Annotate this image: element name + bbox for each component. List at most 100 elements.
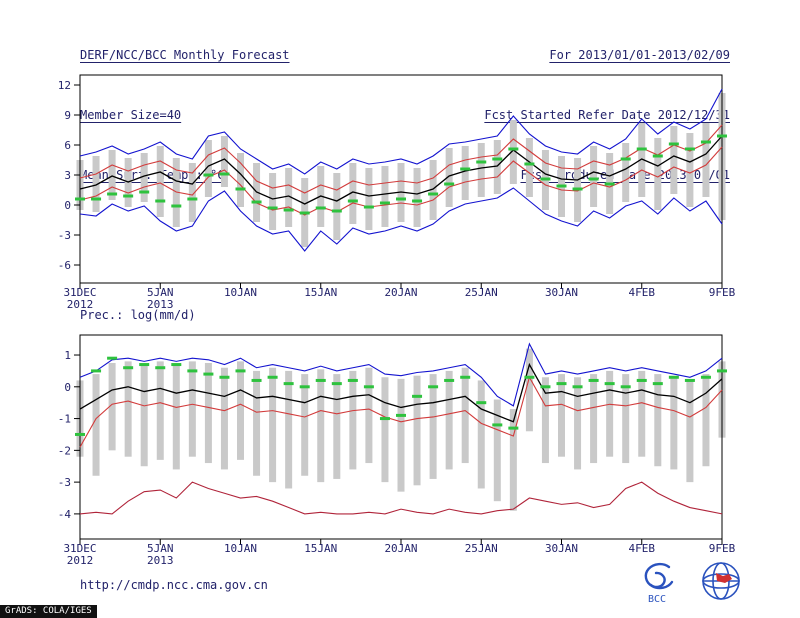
y-tick-label: 3	[64, 169, 71, 182]
obs-marker	[219, 172, 230, 176]
ensemble-mean-line	[79, 135, 723, 205]
obs-marker	[428, 385, 439, 389]
obs-marker	[412, 394, 423, 398]
ensemble-min-line	[79, 187, 723, 252]
obs-marker	[556, 382, 567, 386]
obs-marker	[460, 375, 471, 379]
obs-marker	[379, 201, 390, 205]
x-tick-label: 20JAN	[384, 286, 417, 299]
bcc-logo-label: BCC	[648, 594, 666, 604]
x-tick-label: 25JAN	[465, 286, 498, 299]
source-url: http://cmdp.ncc.cma.gov.cn	[80, 578, 268, 592]
x-tick-label: 5JAN	[147, 286, 174, 299]
y-tick-label: -2	[58, 444, 71, 457]
ensemble-spread-bar	[525, 138, 533, 197]
globe-landmass	[716, 573, 732, 583]
ensemble-spread-bar	[509, 120, 517, 184]
cma-globe-logo	[702, 562, 740, 600]
ensemble-spread-bar	[301, 374, 309, 476]
y-tick-label: -3	[58, 229, 71, 242]
ensemble-spread-bar	[156, 361, 164, 460]
ensemble-spread-bar	[590, 374, 598, 464]
ensemble-spread-bar	[606, 370, 614, 457]
ensemble-max-line	[79, 88, 723, 175]
ensemble-spread-bar	[285, 168, 293, 227]
ensemble-spread-bar	[333, 374, 341, 479]
x-tick-label: 15JAN	[304, 286, 337, 299]
ensemble-spread-bars	[76, 348, 726, 511]
obs-marker	[684, 147, 695, 151]
obs-marker	[412, 199, 423, 203]
ensemble-spread-bar	[140, 153, 148, 202]
ensemble-spread-bar	[381, 166, 389, 227]
obs-marker	[604, 382, 615, 386]
obs-marker	[396, 197, 406, 201]
x-tick-label: 5JAN	[147, 542, 174, 555]
obs-marker	[283, 382, 294, 386]
obs-marker	[492, 423, 503, 427]
y-tick-label: 9	[64, 109, 71, 122]
ensemble-spread-bar	[108, 362, 116, 451]
ensemble-spread-bar	[269, 367, 277, 483]
ensemble-spread-bar	[654, 138, 662, 210]
ensemble-mean-line	[79, 362, 723, 423]
obs-marker	[636, 147, 647, 151]
obs-marker	[331, 209, 342, 213]
ensemble-spread-bar	[333, 173, 341, 240]
ensemble-spread-bar	[525, 348, 533, 432]
ensemble-spread-bar	[124, 361, 132, 457]
ensemble-spread-bar	[365, 367, 373, 464]
ensemble-spread-bar	[381, 377, 389, 483]
ensemble-spread-bar	[622, 143, 630, 202]
obs-marker	[251, 200, 262, 204]
obs-marker	[75, 197, 85, 201]
obs-marker	[652, 154, 663, 158]
obs-marker	[107, 192, 118, 196]
y-tick-label: -6	[58, 259, 71, 272]
obs-marker	[379, 417, 390, 421]
obs-marker	[363, 205, 374, 209]
ensemble-spread-bar	[140, 364, 148, 467]
obs-marker	[123, 194, 134, 198]
obs-marker	[299, 211, 310, 215]
ensemble-spread-bar	[285, 370, 293, 489]
x-tick-label: 20JAN	[384, 542, 417, 555]
obs-marker	[347, 378, 358, 382]
ensemble-spread-bar	[204, 140, 212, 197]
x-tick-label: 2013	[147, 554, 174, 567]
obs-marker	[171, 204, 182, 208]
obs-marker	[717, 369, 727, 373]
y-tick-label: 12	[58, 79, 71, 92]
ensemble-spread-bar	[349, 163, 357, 224]
ensemble-spread-bar	[622, 374, 630, 464]
obs-marker	[604, 182, 615, 186]
ensemble-min-line	[79, 481, 723, 515]
ensemble-spread-bar	[445, 148, 453, 207]
obs-marker	[347, 199, 358, 203]
bcc-swirl-inner	[649, 571, 666, 589]
obs-marker	[123, 366, 134, 370]
y-tick-label: 0	[64, 381, 71, 394]
obs-marker	[636, 378, 647, 382]
obs-marker	[524, 162, 535, 166]
obs-marker	[91, 369, 102, 373]
x-tick-label: 10JAN	[224, 286, 257, 299]
ensemble-spread-bar	[188, 361, 196, 457]
member-size-label: Member Size=40	[80, 108, 182, 122]
ensemble-max-line	[79, 342, 723, 407]
x-tick-label: 4FEB	[629, 286, 656, 299]
x-tick-label: 10JAN	[224, 542, 257, 555]
ensemble-spread-bar	[493, 140, 501, 194]
obs-marker	[588, 378, 599, 382]
ensemble-spread-bar	[317, 369, 325, 483]
obs-marker	[331, 382, 342, 386]
obs-marker	[267, 206, 278, 210]
ensemble-spread-bar	[702, 123, 710, 197]
ensemble-spread-bar	[541, 377, 549, 464]
ensemble-spread-bar	[253, 370, 261, 476]
y-tick-label: 0	[64, 199, 71, 212]
x-tick-label: 25JAN	[465, 542, 498, 555]
obs-marker	[315, 378, 326, 382]
obs-marker	[235, 187, 246, 191]
